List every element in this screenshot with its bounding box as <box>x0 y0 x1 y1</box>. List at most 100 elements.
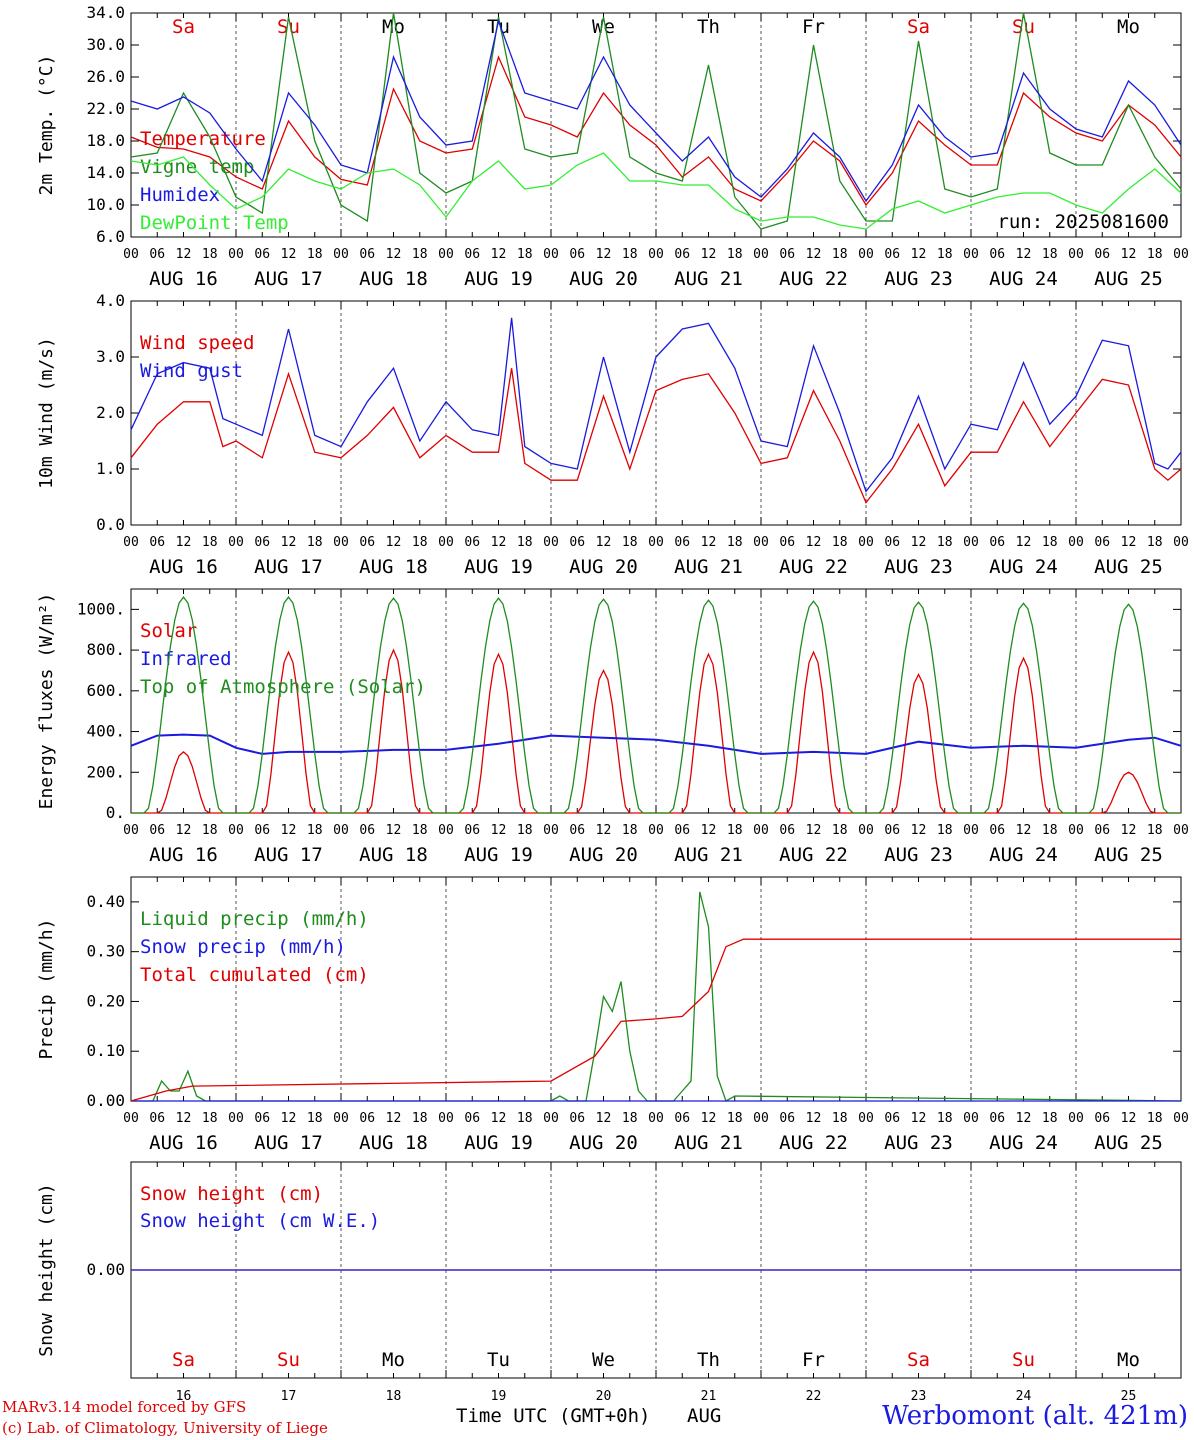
x-hour-label: 18 <box>517 823 533 838</box>
x-hour-label: 18 <box>202 823 218 838</box>
y-tick-label: 0.0 <box>96 515 125 534</box>
x-hour-label: 18 <box>832 247 848 262</box>
y-tick-label: 30.0 <box>86 35 125 54</box>
x-hour-label: 12 <box>701 823 717 838</box>
x-date-label: AUG 16 <box>149 556 218 578</box>
x-hour-label: 00 <box>228 823 244 838</box>
day-number-label: 19 <box>491 1389 507 1404</box>
weekday-label: Mo <box>1117 16 1140 38</box>
x-date-label: AUG 19 <box>464 556 533 578</box>
x-date-label: AUG 24 <box>989 556 1058 578</box>
day-number-label: 24 <box>1016 1389 1032 1404</box>
x-hour-label: 12 <box>701 247 717 262</box>
x-hour-label: 18 <box>307 1111 323 1126</box>
x-hour-label: 12 <box>386 1111 402 1126</box>
x-date-label: AUG 21 <box>674 556 743 578</box>
x-hour-label: 00 <box>438 535 454 550</box>
x-hour-label: 00 <box>543 1111 559 1126</box>
weekday-label: Sa <box>172 16 195 38</box>
x-hour-label: 06 <box>884 823 900 838</box>
y-tick-label: 22.0 <box>86 99 125 118</box>
x-hour-label: 06 <box>1094 247 1110 262</box>
x-hour-label: 18 <box>517 535 533 550</box>
x-hour-label: 06 <box>989 247 1005 262</box>
x-hour-label: 18 <box>832 823 848 838</box>
x-hour-label: 06 <box>779 535 795 550</box>
y-tick-label: 800. <box>86 640 125 659</box>
x-hour-label: 06 <box>149 247 165 262</box>
legend-entry: Snow height (cm) <box>140 1183 323 1205</box>
weekday-label: Fr <box>802 1349 825 1371</box>
y-tick-label: 0.10 <box>86 1041 125 1060</box>
x-hour-label: 00 <box>543 823 559 838</box>
x-hour-label: 06 <box>989 823 1005 838</box>
legend-entry: Wind speed <box>140 332 254 354</box>
y-tick-label: 10.0 <box>86 195 125 214</box>
x-hour-label: 18 <box>727 823 743 838</box>
run-annotation: run: 2025081600 <box>997 211 1169 233</box>
x-hour-label: 00 <box>228 1111 244 1126</box>
y-tick-label: 14.0 <box>86 163 125 182</box>
x-hour-label: 12 <box>911 247 927 262</box>
x-hour-label: 12 <box>911 535 927 550</box>
legend-entry: Snow height (cm W.E.) <box>140 1210 380 1232</box>
x-hour-label: 00 <box>333 823 349 838</box>
x-hour-label: 12 <box>1016 823 1032 838</box>
x-hour-label: 00 <box>963 823 979 838</box>
x-hour-label: 00 <box>1068 1111 1084 1126</box>
x-hour-label: 06 <box>359 535 375 550</box>
series-line <box>130 368 1182 504</box>
y-axis-title: 10m Wind (m/s) <box>36 337 57 489</box>
x-hour-label: 18 <box>202 535 218 550</box>
x-hour-label: 00 <box>333 247 349 262</box>
weekday-label: Su <box>1012 1349 1035 1371</box>
x-hour-label: 00 <box>648 247 664 262</box>
legend-entry: Vigne temp <box>140 156 254 178</box>
x-hour-label: 12 <box>491 535 507 550</box>
y-tick-label: 2.0 <box>96 403 125 422</box>
y-tick-label: 0. <box>106 803 125 822</box>
x-hour-label: 12 <box>491 823 507 838</box>
y-tick-label: 200. <box>86 762 125 781</box>
x-hour-label: 00 <box>963 1111 979 1126</box>
x-hour-label: 12 <box>1016 247 1032 262</box>
x-hour-label: 18 <box>832 535 848 550</box>
x-date-label: AUG 21 <box>674 844 743 866</box>
x-date-label: AUG 17 <box>254 1132 323 1154</box>
series-line <box>131 596 1181 814</box>
day-number-label: 25 <box>1121 1389 1137 1404</box>
panel-frame <box>130 12 1182 238</box>
legend-entry: Temperature <box>140 128 266 150</box>
y-tick-label: 0.30 <box>86 942 125 961</box>
x-hour-label: 18 <box>832 1111 848 1126</box>
x-hour-label: 00 <box>1068 823 1084 838</box>
y-tick-label: 3.0 <box>96 347 125 366</box>
x-hour-label: 06 <box>884 535 900 550</box>
x-hour-label: 06 <box>1094 1111 1110 1126</box>
x-hour-label: 06 <box>359 1111 375 1126</box>
x-hour-label: 00 <box>858 823 874 838</box>
x-date-label: AUG 17 <box>254 844 323 866</box>
x-hour-label: 18 <box>412 823 428 838</box>
x-hour-label: 06 <box>779 247 795 262</box>
day-number-label: 23 <box>911 1389 927 1404</box>
weekday-label: Sa <box>172 1349 195 1371</box>
y-tick-label: 0.40 <box>86 892 125 911</box>
day-number-label: 16 <box>176 1389 192 1404</box>
legend-entry: Humidex <box>140 184 220 206</box>
series-line <box>130 55 1182 207</box>
x-hour-label: 00 <box>228 535 244 550</box>
x-hour-label: 06 <box>674 535 690 550</box>
x-date-label: AUG 20 <box>569 844 638 866</box>
x-hour-label: 12 <box>596 1111 612 1126</box>
x-hour-label: 12 <box>1121 535 1137 550</box>
x-date-label: AUG 19 <box>464 268 533 290</box>
x-hour-label: 12 <box>491 247 507 262</box>
x-date-label: AUG 18 <box>359 1132 428 1154</box>
x-date-label: AUG 24 <box>989 844 1058 866</box>
x-hour-label: 00 <box>228 247 244 262</box>
x-hour-label: 12 <box>806 1111 822 1126</box>
x-hour-label: 00 <box>543 535 559 550</box>
x-date-label: AUG 22 <box>779 268 848 290</box>
x-hour-label: 18 <box>412 535 428 550</box>
